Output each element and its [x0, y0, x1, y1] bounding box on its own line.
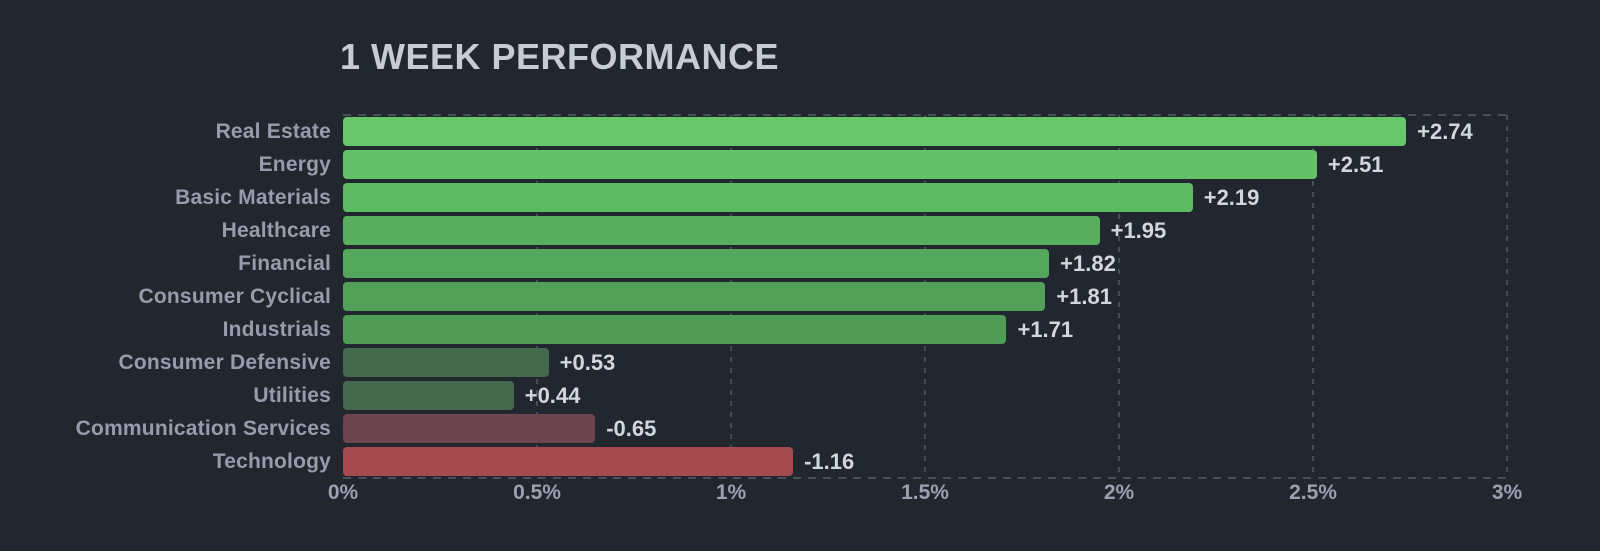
category-label: Industrials [222, 317, 331, 341]
bar-row: Technology -1.16 [213, 445, 1507, 478]
gridline-2% [1118, 115, 1120, 478]
bar-row: Consumer Cyclical +1.81 [139, 280, 1507, 313]
bar-row: Basic Materials +2.19 [175, 181, 1507, 214]
x-tick-label: 2% [1103, 481, 1135, 504]
category-label: Energy [258, 152, 331, 176]
bar [343, 447, 794, 476]
chart-title: 1 WEEK PERFORMANCE [340, 36, 780, 77]
bar [343, 216, 1100, 245]
bar-row: Energy +2.51 [259, 148, 1507, 181]
category-label: Financial [238, 251, 331, 275]
x-tick-label: 3% [1491, 481, 1523, 504]
x-tick-label: 0.5% [513, 481, 561, 504]
bar [343, 249, 1050, 278]
bar-row: Consumer Defensive +0.53 [118, 346, 1507, 379]
value-label: -0.65 [606, 415, 657, 441]
bar [343, 183, 1193, 212]
value-label: +1.82 [1060, 250, 1116, 276]
value-label: +1.81 [1056, 283, 1112, 309]
x-tick-label: 2.5% [1289, 481, 1337, 504]
category-label: Technology [212, 449, 331, 473]
category-label: Real Estate [215, 119, 331, 143]
x-axis: 0% 0.5% 1% 1.5% 2% 2.5% 3% [328, 481, 1522, 511]
bar [343, 282, 1046, 311]
bar [343, 414, 596, 443]
bar [343, 381, 514, 410]
category-label: Utilities [253, 383, 331, 407]
x-tick-label: 1% [715, 481, 747, 504]
category-label: Communication Services [75, 416, 331, 440]
value-label: -1.16 [804, 448, 855, 474]
bar-row: Healthcare +1.95 [222, 214, 1507, 247]
bar [343, 348, 549, 377]
category-label: Consumer Defensive [118, 350, 331, 374]
bar-row: Utilities +0.44 [253, 379, 1507, 412]
value-label: +1.95 [1110, 217, 1167, 243]
value-label: +2.51 [1327, 151, 1384, 177]
value-label: +2.74 [1417, 118, 1473, 144]
category-label: Healthcare [221, 218, 331, 242]
bar [343, 150, 1317, 179]
plot-bottom-border [343, 477, 1507, 479]
value-label: +1.71 [1017, 316, 1074, 342]
value-label: +2.19 [1203, 184, 1260, 210]
bar [343, 117, 1407, 146]
value-label: +0.44 [524, 382, 581, 408]
gridline-2.5% [1312, 115, 1314, 478]
bar-row: Communication Services -0.65 [76, 412, 1507, 445]
bar-row: Real Estate +2.74 [216, 115, 1507, 148]
value-label: +0.53 [559, 349, 616, 375]
bar [343, 315, 1007, 344]
bar-row: Financial +1.82 [238, 247, 1507, 280]
x-tick-label: 1.5% [901, 481, 949, 504]
bar-row: Industrials +1.71 [223, 313, 1507, 346]
plot-area: Real Estate +2.74 Energy +2.51 Basic Materia… [76, 114, 1508, 479]
category-label: Basic Materials [175, 185, 331, 209]
category-label: Consumer Cyclical [138, 284, 331, 308]
x-tick-label: 0% [327, 481, 359, 504]
gridline-3% [1506, 115, 1508, 478]
